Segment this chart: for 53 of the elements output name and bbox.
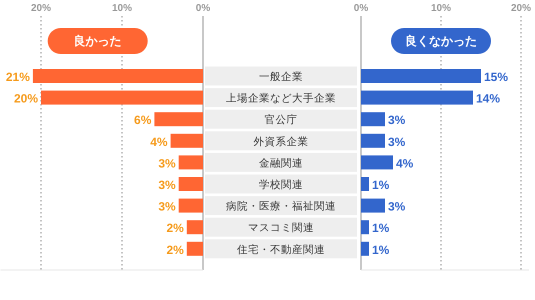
bar [178, 198, 203, 213]
bar [178, 177, 203, 191]
data-label: 3% [158, 178, 176, 192]
data-label: 14% [476, 92, 500, 106]
bar [41, 90, 203, 105]
bar [186, 242, 203, 256]
data-label: 6% [134, 113, 152, 128]
data-label: 3% [388, 134, 406, 149]
x-tick-label: 10% [112, 3, 132, 14]
data-label: 20% [14, 92, 38, 106]
data-label: 3% [158, 200, 176, 214]
y-tick-label: 外資系企業 [254, 134, 308, 148]
bar [170, 134, 203, 148]
bar [361, 198, 385, 213]
bar [361, 177, 369, 191]
data-label: 15% [484, 70, 508, 84]
data-label: 4% [150, 134, 168, 149]
y-tick-label: 金融関連 [259, 156, 303, 170]
bar [186, 220, 203, 234]
bar [361, 69, 481, 83]
data-label: 1% [372, 178, 390, 192]
chart-title: 良くなかった [405, 34, 477, 48]
data-label: 3% [388, 113, 406, 128]
data-label: 2% [166, 221, 184, 236]
bar [361, 112, 385, 126]
data-label: 4% [396, 156, 414, 170]
bar [361, 90, 473, 105]
bar [361, 242, 369, 256]
bar [154, 112, 203, 126]
data-label: 3% [388, 200, 406, 214]
bar [32, 69, 203, 83]
y-tick-label: 一般企業 [259, 71, 303, 83]
data-label: 1% [372, 221, 390, 236]
data-label: 3% [158, 156, 176, 170]
x-tick-label: 20% [510, 3, 532, 14]
data-label: 21% [6, 70, 30, 84]
x-tick-label: 0% [354, 3, 368, 14]
bar [361, 155, 393, 170]
y-tick-label: マスコミ関連 [248, 221, 314, 234]
chart-title: 良かった [74, 34, 122, 48]
bar [361, 220, 369, 234]
y-tick-label: 官公庁 [264, 113, 298, 126]
data-label: 2% [166, 242, 184, 257]
bar [178, 155, 203, 170]
x-tick-label: 10% [430, 3, 452, 14]
data-label: 1% [372, 242, 390, 257]
x-tick-label: 0% [196, 3, 210, 14]
y-tick-label: 病院・医療・福祉関連 [226, 200, 336, 213]
y-tick-label: 住宅・不動産関連 [237, 242, 325, 256]
y-tick-label: 上場企業など大手企業 [226, 92, 336, 105]
y-tick-label: 学校関連 [259, 178, 303, 191]
bar [361, 134, 385, 148]
x-tick-label: 20% [30, 3, 52, 14]
